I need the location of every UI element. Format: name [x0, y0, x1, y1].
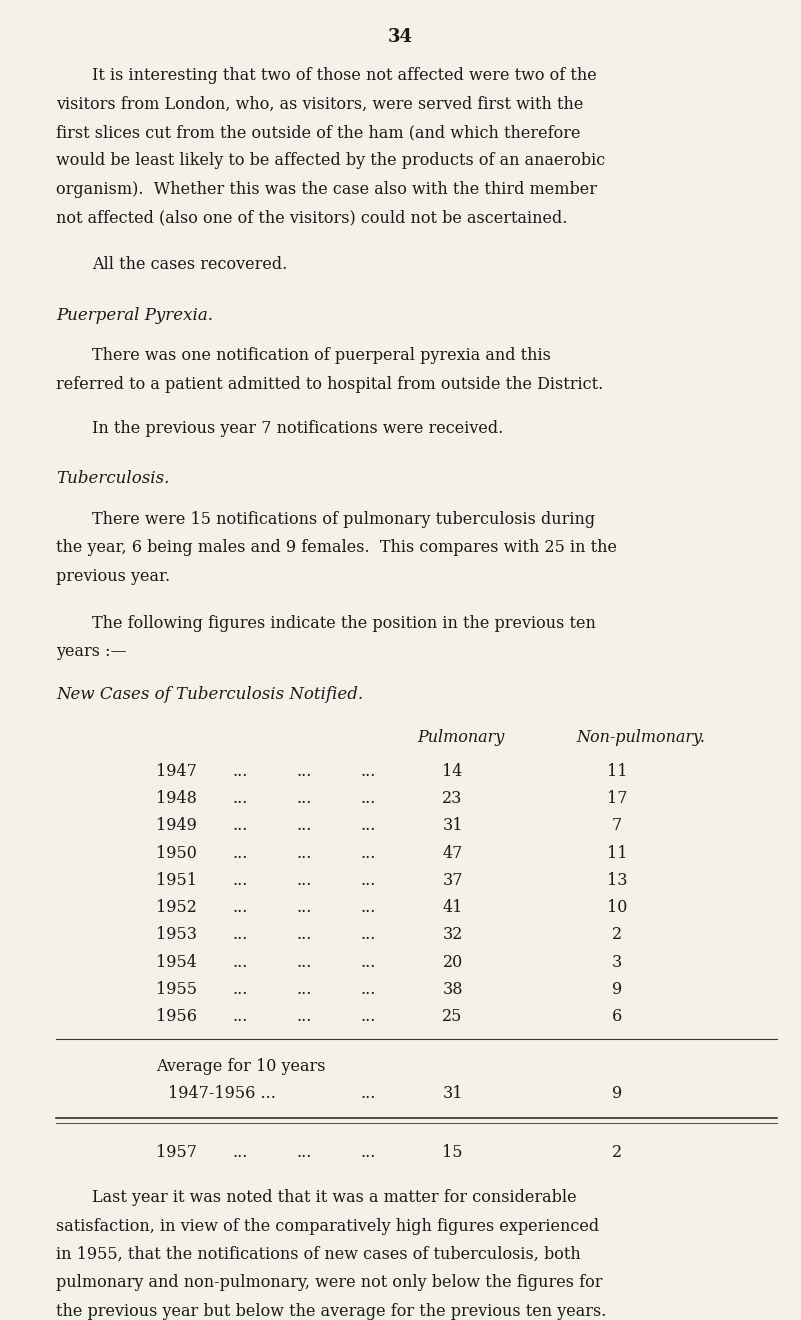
Text: All the cases recovered.: All the cases recovered. [92, 256, 288, 273]
Text: ...: ... [232, 899, 248, 916]
Text: ...: ... [360, 791, 376, 808]
Text: 7: 7 [612, 817, 622, 834]
Text: ...: ... [360, 899, 376, 916]
Text: 13: 13 [606, 873, 627, 888]
Text: first slices cut from the outside of the ham (and which therefore: first slices cut from the outside of the… [56, 124, 581, 141]
Text: ...: ... [360, 1143, 376, 1160]
Text: There was one notification of puerperal pyrexia and this: There was one notification of puerperal … [92, 347, 551, 364]
Text: ...: ... [232, 845, 248, 862]
Text: 2: 2 [612, 1143, 622, 1160]
Text: 1952: 1952 [156, 899, 197, 916]
Text: 1950: 1950 [156, 845, 197, 862]
Text: 17: 17 [606, 791, 627, 808]
Text: in 1955, that the notifications of new cases of tuberculosis, both: in 1955, that the notifications of new c… [56, 1246, 581, 1263]
Text: ...: ... [296, 845, 312, 862]
Text: It is interesting that two of those not affected were two of the: It is interesting that two of those not … [92, 67, 597, 84]
Text: 20: 20 [442, 953, 463, 970]
Text: 2: 2 [612, 927, 622, 944]
Text: ...: ... [296, 927, 312, 944]
Text: 37: 37 [442, 873, 463, 888]
Text: ...: ... [360, 845, 376, 862]
Text: 14: 14 [442, 763, 463, 780]
Text: 31: 31 [442, 1085, 463, 1102]
Text: 1951: 1951 [156, 873, 197, 888]
Text: previous year.: previous year. [56, 568, 170, 585]
Text: 25: 25 [442, 1008, 463, 1026]
Text: 34: 34 [388, 29, 413, 46]
Text: ...: ... [296, 1143, 312, 1160]
Text: 41: 41 [442, 899, 463, 916]
Text: ...: ... [360, 953, 376, 970]
Text: ...: ... [360, 981, 376, 998]
Text: Pulmonary: Pulmonary [417, 730, 504, 747]
Text: ...: ... [360, 1008, 376, 1026]
Text: 23: 23 [442, 791, 463, 808]
Text: ...: ... [296, 817, 312, 834]
Text: ...: ... [232, 817, 248, 834]
Text: 11: 11 [606, 845, 627, 862]
Text: not affected (also one of the visitors) could not be ascertained.: not affected (also one of the visitors) … [56, 210, 567, 226]
Text: ...: ... [232, 791, 248, 808]
Text: ...: ... [360, 927, 376, 944]
Text: the previous year but below the average for the previous ten years.: the previous year but below the average … [56, 1303, 606, 1320]
Text: 1949: 1949 [156, 817, 197, 834]
Text: ...: ... [296, 981, 312, 998]
Text: Non-pulmonary.: Non-pulmonary. [576, 730, 706, 747]
Text: 1947: 1947 [156, 763, 197, 780]
Text: pulmonary and non-pulmonary, were not only below the figures for: pulmonary and non-pulmonary, were not on… [56, 1274, 602, 1291]
Text: would be least likely to be affected by the products of an anaerobic: would be least likely to be affected by … [56, 152, 606, 169]
Text: ...: ... [296, 763, 312, 780]
Text: satisfaction, in view of the comparatively high figures experienced: satisfaction, in view of the comparative… [56, 1217, 599, 1234]
Text: the year, 6 being males and 9 females.  This compares with 25 in the: the year, 6 being males and 9 females. T… [56, 540, 617, 557]
Text: ...: ... [232, 1143, 248, 1160]
Text: 32: 32 [442, 927, 463, 944]
Text: Last year it was noted that it was a matter for considerable: Last year it was noted that it was a mat… [92, 1189, 577, 1206]
Text: Average for 10 years: Average for 10 years [156, 1057, 326, 1074]
Text: ...: ... [360, 763, 376, 780]
Text: New Cases of Tuberculosis Notified.: New Cases of Tuberculosis Notified. [56, 686, 363, 702]
Text: organism).  Whether this was the case also with the third member: organism). Whether this was the case als… [56, 181, 597, 198]
Text: ...: ... [296, 791, 312, 808]
Text: There were 15 notifications of pulmonary tuberculosis during: There were 15 notifications of pulmonary… [92, 511, 595, 528]
Text: ...: ... [296, 1008, 312, 1026]
Text: ...: ... [360, 1085, 376, 1102]
Text: visitors from London, who, as visitors, were served first with the: visitors from London, who, as visitors, … [56, 95, 583, 112]
Text: 9: 9 [612, 981, 622, 998]
Text: ...: ... [296, 873, 312, 888]
Text: ...: ... [232, 953, 248, 970]
Text: ...: ... [232, 763, 248, 780]
Text: referred to a patient admitted to hospital from outside the District.: referred to a patient admitted to hospit… [56, 376, 603, 393]
Text: ...: ... [232, 981, 248, 998]
Text: 11: 11 [606, 763, 627, 780]
Text: 47: 47 [442, 845, 463, 862]
Text: In the previous year 7 notifications were received.: In the previous year 7 notifications wer… [92, 420, 503, 437]
Text: ...: ... [232, 927, 248, 944]
Text: 10: 10 [606, 899, 627, 916]
Text: ...: ... [360, 873, 376, 888]
Text: 1953: 1953 [156, 927, 197, 944]
Text: ...: ... [232, 1008, 248, 1026]
Text: ...: ... [296, 953, 312, 970]
Text: 1948: 1948 [156, 791, 197, 808]
Text: Tuberculosis.: Tuberculosis. [56, 470, 170, 487]
Text: 38: 38 [442, 981, 463, 998]
Text: ...: ... [360, 817, 376, 834]
Text: ...: ... [232, 873, 248, 888]
Text: 6: 6 [612, 1008, 622, 1026]
Text: 1956: 1956 [156, 1008, 197, 1026]
Text: 3: 3 [612, 953, 622, 970]
Text: ...: ... [296, 899, 312, 916]
Text: 1955: 1955 [156, 981, 197, 998]
Text: 1947-1956 ...: 1947-1956 ... [168, 1085, 276, 1102]
Text: 15: 15 [442, 1143, 463, 1160]
Text: 31: 31 [442, 817, 463, 834]
Text: The following figures indicate the position in the previous ten: The following figures indicate the posit… [92, 615, 596, 632]
Text: years :—: years :— [56, 643, 127, 660]
Text: 1954: 1954 [156, 953, 197, 970]
Text: 1957: 1957 [156, 1143, 197, 1160]
Text: Puerperal Pyrexia.: Puerperal Pyrexia. [56, 306, 213, 323]
Text: 9: 9 [612, 1085, 622, 1102]
